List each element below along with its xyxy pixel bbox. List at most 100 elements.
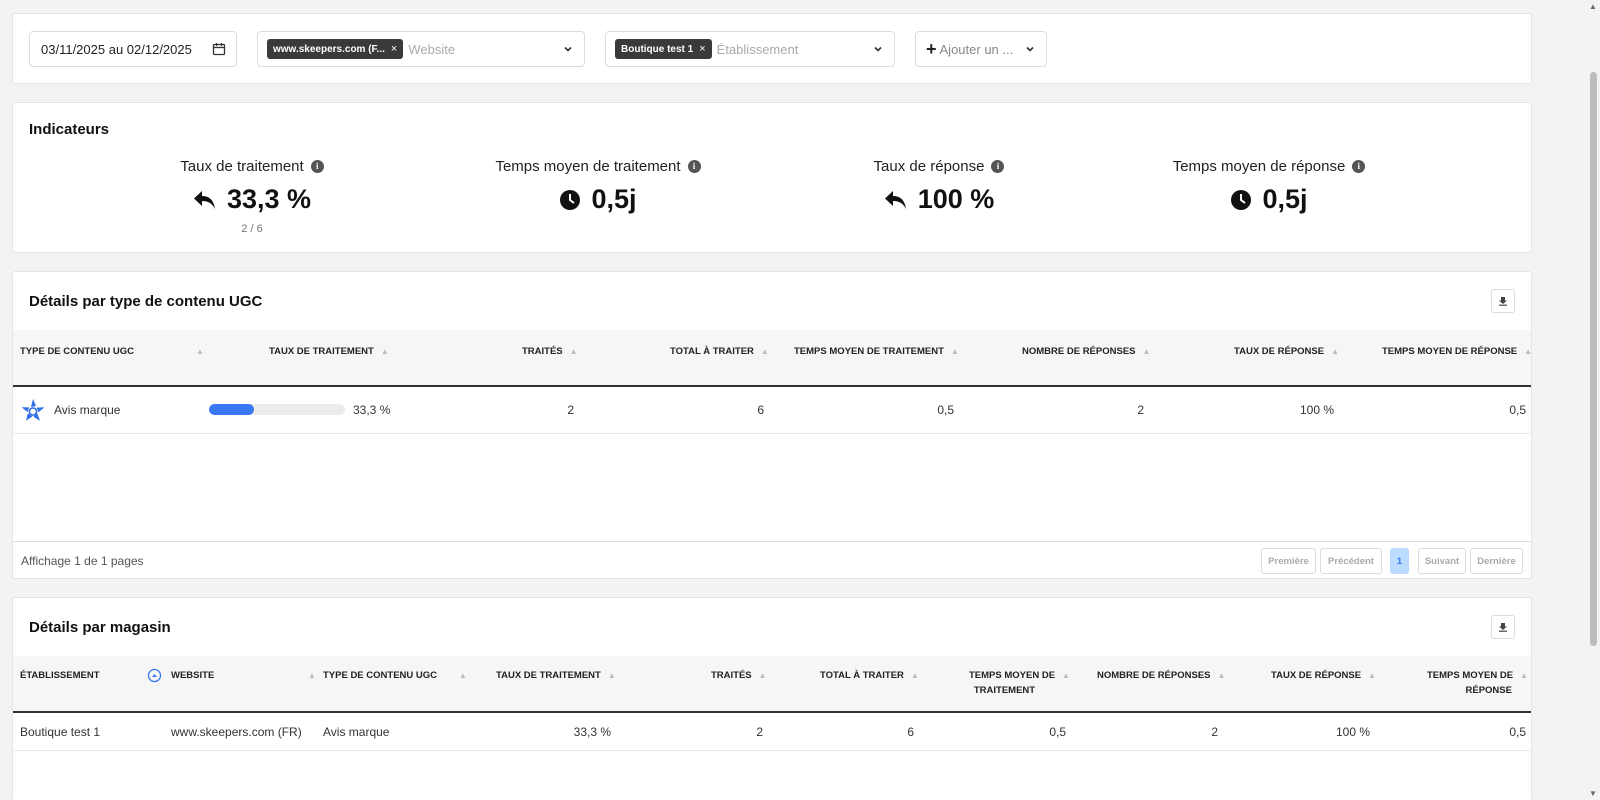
brand-review-icon	[21, 399, 45, 421]
kpi-avg-processing-time: Temps moyen de traitement i 0,5j	[428, 158, 768, 215]
kpi-value: 0,5j	[1262, 184, 1308, 214]
kpi-processing-rate: Taux de traitement i 33,3 % 2 / 6	[82, 158, 422, 235]
page-count-text: Affichage 1 de 1 pages	[21, 554, 144, 568]
total-cell: 6	[757, 403, 764, 417]
calendar-icon	[212, 43, 226, 56]
response-rate-cell: 100 %	[1299, 403, 1334, 417]
header-total[interactable]: Total à traiter ▲	[670, 346, 769, 357]
avg-response-time-cell: 0,5	[1509, 403, 1526, 417]
reply-icon	[884, 190, 906, 209]
header-store[interactable]: Établissement	[20, 670, 100, 681]
info-icon[interactable]: i	[1352, 160, 1366, 173]
header-response-rate[interactable]: Taux de réponse ▲	[1234, 346, 1340, 357]
clock-icon	[560, 189, 581, 210]
header-responses[interactable]: Nombre de réponses ▲	[1097, 670, 1226, 681]
download-icon	[1499, 297, 1507, 306]
filter-bar: 03/11/2025 au 02/12/2025 www.skeepers.co…	[12, 13, 1532, 84]
header-ugc-type[interactable]: Type de contenu UGC ▲	[323, 670, 467, 681]
avg-processing-time-cell: 0,5	[937, 403, 954, 417]
remove-chip-icon[interactable]: ×	[699, 43, 706, 55]
processing-rate-cell: 33,3 %	[573, 725, 611, 739]
date-range-value: 03/11/2025 au 02/12/2025	[41, 41, 192, 57]
header-processing-rate[interactable]: Taux de traitement ▲	[269, 346, 389, 357]
add-filter-label: Ajouter un ...	[939, 41, 1014, 57]
avg-processing-time-cell: 0,5	[1049, 725, 1066, 739]
info-icon[interactable]: i	[991, 160, 1005, 173]
header-avg-response-time[interactable]: Temps moyen de réponse ▲	[1382, 346, 1533, 357]
page-scrollbar[interactable]: ▲ ▼	[1586, 0, 1600, 800]
chevron-down-icon	[874, 46, 882, 52]
responses-cell: 2	[1137, 403, 1144, 417]
table-row[interactable]: Boutique test 1 www.skeepers.com (FR) Av…	[13, 713, 1531, 751]
header-avg-processing-time[interactable]: Temps moyen de ▲ traitement	[969, 670, 1070, 696]
avg-response-time-cell: 0,5	[1509, 725, 1526, 739]
last-page-button[interactable]: Dernière	[1470, 548, 1523, 574]
header-treated[interactable]: Traités ▲	[711, 670, 767, 681]
header-avg-response-time[interactable]: Temps moyen de ▲ réponse	[1427, 670, 1528, 696]
ugc-details-panel: Détails par type de contenu UGC Type de …	[12, 271, 1532, 579]
processing-rate-cell: 33,3 %	[353, 403, 391, 417]
date-range-picker[interactable]: 03/11/2025 au 02/12/2025	[29, 31, 237, 67]
ugc-table-header: Type de contenu UGC ▲ Taux de traitement…	[13, 330, 1533, 387]
indicators-panel: Indicateurs Taux de traitement i 33,3 % 2…	[12, 102, 1532, 253]
page-1-button[interactable]: 1	[1390, 548, 1409, 574]
website-chip-label: www.skeepers.com (F...	[273, 43, 385, 55]
ugc-type-cell: Avis marque	[323, 725, 390, 739]
store-chip: Boutique test 1 ×	[615, 39, 712, 59]
header-total[interactable]: Total à traiter ▲	[820, 670, 919, 681]
chevron-down-icon	[564, 46, 572, 52]
header-response-rate[interactable]: Taux de réponse ▲	[1271, 670, 1377, 681]
store-cell: Boutique test 1	[20, 725, 101, 739]
sort-icon[interactable]: ▲	[196, 347, 204, 356]
next-page-button[interactable]: Suivant	[1418, 548, 1466, 574]
website-placeholder: Website	[408, 41, 456, 57]
header-processing-rate[interactable]: Taux de traitement ▲	[496, 670, 616, 681]
header-treated[interactable]: Traités ▲	[522, 346, 578, 357]
scroll-up-arrow-icon[interactable]: ▲	[1589, 2, 1597, 11]
kpi-label: Temps moyen de traitement	[495, 158, 681, 175]
scrollbar-thumb[interactable]	[1590, 72, 1597, 646]
kpi-sub-value: 2 / 6	[241, 223, 263, 235]
download-icon	[1499, 623, 1507, 632]
clock-icon	[1231, 189, 1252, 210]
info-icon[interactable]: i	[687, 160, 701, 173]
download-button[interactable]	[1491, 615, 1515, 639]
processing-rate-bar-fill	[209, 404, 255, 415]
first-page-button[interactable]: Première	[1261, 548, 1316, 574]
processing-rate-bar	[209, 404, 345, 415]
download-button[interactable]	[1491, 289, 1515, 313]
previous-page-button[interactable]: Précédent	[1320, 548, 1382, 574]
store-table-header: Établissement Website ▲ Type de contenu …	[13, 656, 1531, 713]
website-cell: www.skeepers.com (FR)	[171, 725, 302, 739]
plus-icon: +	[926, 38, 937, 59]
kpi-avg-response-time: Temps moyen de réponse i 0,5j	[1099, 158, 1439, 215]
table-row[interactable]: Avis marque 33,3 % 2 6 0,5 2 100 % 0,5	[13, 387, 1531, 434]
response-rate-cell: 100 %	[1335, 725, 1370, 739]
indicators-title: Indicateurs	[29, 121, 110, 138]
kpi-value: 0,5j	[591, 184, 637, 214]
reply-icon	[193, 190, 215, 209]
store-details-title: Détails par magasin	[29, 619, 171, 636]
sort-icon[interactable]: ▲	[308, 671, 316, 680]
kpi-value: 100 %	[917, 184, 995, 214]
store-chip-label: Boutique test 1	[621, 43, 694, 55]
info-icon[interactable]: i	[310, 160, 324, 173]
header-responses[interactable]: Nombre de réponses ▲	[1022, 346, 1151, 357]
header-avg-processing-time[interactable]: Temps moyen de traitement ▲	[794, 346, 959, 357]
responses-cell: 2	[1211, 725, 1218, 739]
website-chip: www.skeepers.com (F... ×	[267, 39, 404, 59]
store-select[interactable]: Boutique test 1 × Établissement	[605, 31, 895, 67]
scroll-down-arrow-icon[interactable]: ▼	[1589, 789, 1597, 798]
website-select[interactable]: www.skeepers.com (F... × Website	[257, 31, 585, 67]
add-filter-button[interactable]: + Ajouter un ...	[915, 31, 1047, 67]
sort-ascending-icon[interactable]	[147, 668, 162, 683]
kpi-label: Taux de réponse	[873, 158, 985, 175]
total-cell: 6	[907, 725, 914, 739]
header-website[interactable]: Website	[171, 670, 215, 681]
chevron-down-icon	[1026, 46, 1034, 52]
ugc-type-cell: Avis marque	[54, 403, 121, 417]
kpi-label: Taux de traitement	[180, 158, 304, 175]
remove-chip-icon[interactable]: ×	[390, 43, 398, 55]
pagination-bar: Affichage 1 de 1 pages Première Précéden…	[13, 541, 1531, 579]
header-ugc-type[interactable]: Type de contenu UGC	[20, 346, 135, 357]
